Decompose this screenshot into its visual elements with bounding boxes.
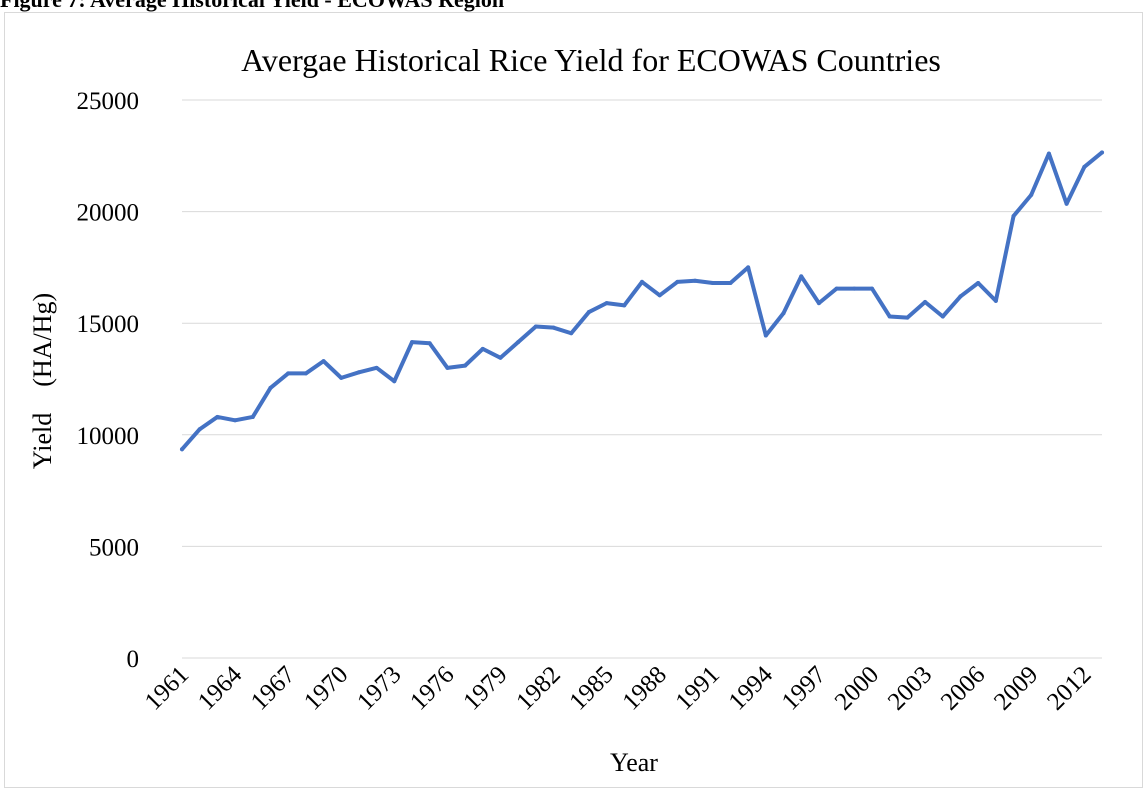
data-point-1991 [711, 281, 715, 285]
data-point-1996 [799, 274, 803, 278]
x-axis-title: Year [610, 748, 658, 777]
data-point-1965 [251, 415, 255, 419]
x-tick-label-1991: 1991 [671, 661, 725, 715]
data-point-2000 [870, 287, 874, 291]
y-tick-label-10000: 10000 [77, 423, 140, 450]
data-point-1970 [339, 376, 343, 380]
x-tick-label-1988: 1988 [617, 661, 671, 715]
data-point-2003 [923, 300, 927, 304]
data-point-1999 [852, 287, 856, 291]
data-point-1975 [428, 341, 432, 345]
data-point-1994 [764, 333, 768, 337]
data-point-2005 [958, 294, 962, 298]
x-axis-ticks: 1961196419671970197319761979198219851988… [140, 661, 1097, 716]
y-tick-label-20000: 20000 [77, 200, 140, 227]
x-tick-label-1961: 1961 [140, 661, 194, 715]
data-point-1976 [445, 366, 449, 370]
chart-frame: Avergae Historical Rice Yield for ECOWAS… [4, 12, 1143, 788]
data-point-1993 [746, 265, 750, 269]
data-point-1995 [782, 311, 786, 315]
x-tick-label-2000: 2000 [830, 661, 884, 715]
data-point-2010 [1047, 152, 1051, 156]
x-tick-label-1997: 1997 [777, 661, 831, 715]
data-point-1986 [622, 303, 626, 307]
data-point-1983 [569, 331, 573, 335]
data-point-1984 [587, 310, 591, 314]
data-point-1978 [481, 347, 485, 351]
data-point-1969 [322, 359, 326, 363]
data-point-1980 [516, 340, 520, 344]
x-tick-label-1994: 1994 [724, 661, 779, 716]
y-tick-label-25000: 25000 [77, 88, 140, 115]
data-point-1974 [410, 340, 414, 344]
x-tick-label-1985: 1985 [564, 661, 618, 715]
x-tick-label-1976: 1976 [405, 661, 459, 715]
x-tick-label-2012: 2012 [1042, 661, 1096, 715]
y-tick-label-5000: 5000 [89, 534, 139, 561]
series-line [182, 152, 1102, 449]
y-tick-label-0: 0 [127, 646, 140, 673]
y-tick-label-15000: 15000 [77, 311, 140, 338]
x-tick-label-1973: 1973 [352, 661, 406, 715]
x-tick-label-2006: 2006 [936, 661, 990, 715]
x-tick-label-1982: 1982 [511, 661, 565, 715]
data-point-1977 [463, 364, 467, 368]
data-point-1979 [498, 356, 502, 360]
data-point-1992 [728, 281, 732, 285]
data-point-1963 [215, 415, 219, 419]
data-point-1987 [640, 280, 644, 284]
data-point-1981 [534, 325, 538, 329]
line-chart: Avergae Historical Rice Yield for ECOWAS… [5, 13, 1144, 789]
data-point-2011 [1065, 202, 1069, 206]
data-point-2008 [1012, 214, 1016, 218]
chart-title: Avergae Historical Rice Yield for ECOWAS… [241, 42, 941, 78]
y-axis-title: Yield (HA/Hg) [28, 293, 57, 469]
data-point-2004 [941, 315, 945, 319]
data-point-2007 [994, 299, 998, 303]
data-point-1968 [304, 371, 308, 375]
grid-lines [182, 100, 1102, 658]
data-point-1989 [675, 280, 679, 284]
data-point-1961 [180, 447, 184, 451]
data-point-2012 [1082, 165, 1086, 169]
data-point-1990 [693, 279, 697, 283]
data-point-1971 [357, 370, 361, 374]
data-point-2009 [1029, 193, 1033, 197]
data-point-2006 [976, 281, 980, 285]
data-point-1973 [392, 379, 396, 383]
data-point-1982 [552, 326, 556, 330]
x-tick-label-1967: 1967 [246, 661, 300, 715]
data-point-1966 [268, 386, 272, 390]
x-tick-label-2003: 2003 [883, 661, 937, 715]
data-point-2002 [905, 316, 909, 320]
data-point-1985 [605, 301, 609, 305]
series-layer [180, 150, 1104, 451]
x-tick-label-1964: 1964 [193, 661, 248, 716]
x-tick-label-2009: 2009 [989, 661, 1043, 715]
data-point-1964 [233, 418, 237, 422]
y-axis-ticks: 0 5000 10000 15000 20000 25000 [77, 88, 140, 673]
x-tick-label-1979: 1979 [458, 661, 512, 715]
x-tick-label-1970: 1970 [299, 661, 353, 715]
data-point-1998 [835, 287, 839, 291]
data-point-1967 [286, 371, 290, 375]
data-point-2001 [888, 315, 892, 319]
data-point-1962 [198, 427, 202, 431]
data-point-1997 [817, 301, 821, 305]
data-point-1988 [658, 293, 662, 297]
data-point-1972 [375, 366, 379, 370]
data-point-2013 [1100, 150, 1104, 154]
